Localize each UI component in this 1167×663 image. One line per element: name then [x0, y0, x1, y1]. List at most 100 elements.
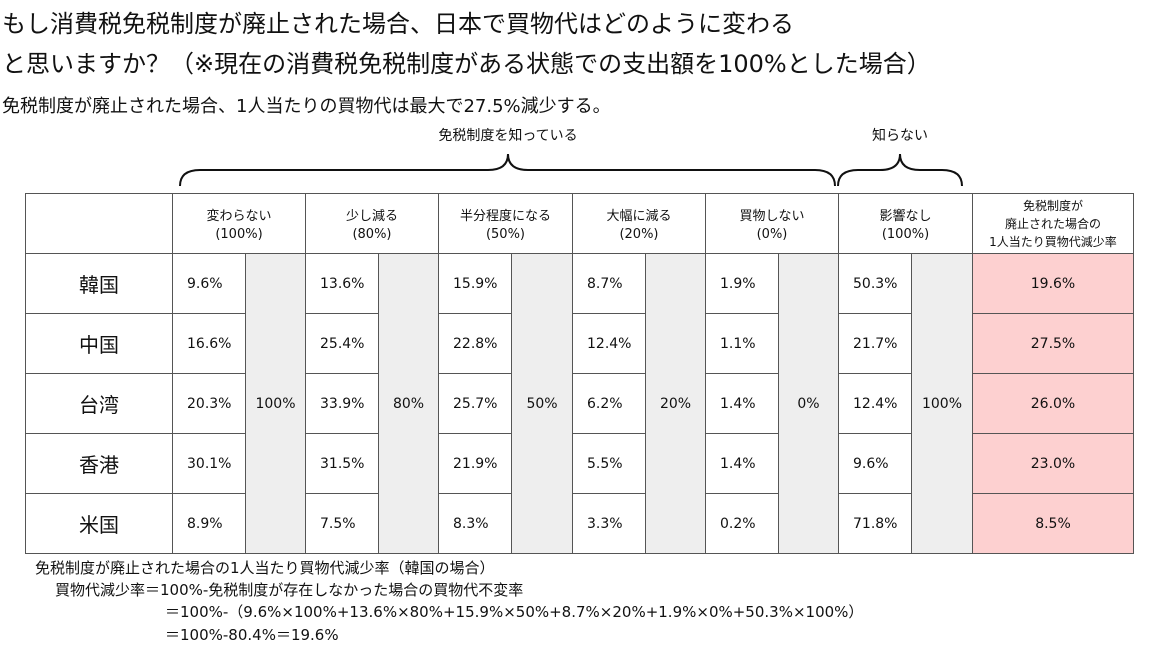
value-cell: 15.9%: [438, 253, 512, 314]
value-cell: 1.1%: [705, 313, 779, 374]
value-text: 8.9%: [187, 515, 223, 532]
column-weight-label: (80%): [352, 227, 392, 242]
header-cell: 大幅に減る (20%): [572, 193, 706, 254]
group-label: 免税制度を知っている: [438, 128, 578, 144]
header-cell: 変わらない (100%): [172, 193, 306, 254]
weight-cell: 50%: [511, 253, 573, 554]
value-text: 3.3%: [587, 515, 623, 532]
value-text: 1.4%: [720, 455, 756, 472]
value-text: 13.6%: [320, 275, 365, 292]
column-weight-label: (100%): [881, 227, 930, 242]
column-label: 買物しない: [739, 209, 805, 224]
value-text: 33.9%: [320, 395, 365, 412]
value-text: 50.3%: [853, 275, 898, 292]
column-label: 影響なし: [879, 209, 932, 224]
value-text: 21.9%: [453, 455, 498, 472]
value-text: 0.2%: [720, 515, 756, 532]
country: 中国: [79, 333, 119, 357]
value-cell: 1.4%: [705, 433, 779, 494]
value-cell: 8.7%: [572, 253, 646, 314]
value-cell: 5.5%: [572, 433, 646, 494]
rate-text: 26.0%: [1030, 395, 1076, 412]
weight-text: 100%: [921, 395, 963, 412]
value-cell: 0.2%: [705, 493, 779, 554]
value-cell: 71.8%: [838, 493, 912, 554]
title-line: もし消費税免税制度が廃止された場合、日本で買物代はどのように変わる: [2, 10, 794, 38]
value-text: 1.9%: [720, 275, 756, 292]
row-label-cell: 韓国: [25, 253, 173, 314]
value-cell: 13.6%: [305, 253, 379, 314]
header-cell: 影響なし (100%): [838, 193, 973, 254]
value-cell: 16.6%: [172, 313, 246, 374]
country: 米国: [79, 513, 119, 537]
value-text: 71.8%: [853, 515, 898, 532]
value-text: 21.7%: [853, 335, 898, 352]
rate-cell: 23.0%: [972, 433, 1134, 494]
value-cell: 9.6%: [838, 433, 912, 494]
value-text: 12.4%: [587, 335, 632, 352]
value-cell: 8.3%: [438, 493, 512, 554]
column-label: 変わらない: [206, 209, 272, 224]
rate-text: 19.6%: [1030, 275, 1076, 292]
rate-header-line: 免税制度が: [1022, 199, 1083, 213]
value-text: 9.6%: [187, 275, 223, 292]
value-cell: 8.9%: [172, 493, 246, 554]
country: 台湾: [79, 393, 119, 417]
value-cell: 6.2%: [572, 373, 646, 434]
weight-cell: 0%: [778, 253, 839, 554]
weight-text: 0%: [797, 395, 820, 412]
rate-header-line: 廃止された場合の: [1004, 217, 1101, 231]
value-text: 9.6%: [853, 455, 889, 472]
header-cell: 少し減る (80%): [305, 193, 439, 254]
value-cell: 31.5%: [305, 433, 379, 494]
value-text: 1.1%: [720, 335, 756, 352]
value-text: 30.1%: [187, 455, 232, 472]
header-cell: 半分程度になる (50%): [438, 193, 573, 254]
weight-cell: 80%: [378, 253, 439, 554]
note: 免税制度が廃止された場合の1人当たり買物代減少率（韓国の場合）: [35, 559, 495, 577]
value-cell: 22.8%: [438, 313, 512, 374]
row-label-cell: 香港: [25, 433, 173, 494]
value-text: 7.5%: [320, 515, 356, 532]
header-cell: 免税制度が廃止された場合の 1人当たり買物代減少率: [972, 193, 1134, 254]
value-text: 25.4%: [320, 335, 365, 352]
title-line: と思いますか？（※現在の消費税免税制度がある状態での支出額を100%とした場合）: [2, 50, 931, 78]
row-label-cell: 中国: [25, 313, 173, 374]
value-cell: 25.4%: [305, 313, 379, 374]
weight-text: 20%: [659, 395, 692, 412]
weight-text: 50%: [526, 395, 558, 412]
header-cell: 買物しない (0%): [705, 193, 839, 254]
value-cell: 12.4%: [838, 373, 912, 434]
value-text: 8.3%: [453, 515, 489, 532]
note: 買物代減少率＝100%-免税制度が存在しなかった場合の買物代不変率: [55, 581, 524, 599]
brace: [837, 153, 963, 187]
value-cell: 50.3%: [838, 253, 912, 314]
value-cell: 21.7%: [838, 313, 912, 374]
value-text: 6.2%: [587, 395, 623, 412]
value-text: 25.7%: [453, 395, 498, 412]
value-cell: 30.1%: [172, 433, 246, 494]
braces: [179, 153, 963, 187]
weight-text: 100%: [255, 395, 296, 412]
value-text: 22.8%: [453, 335, 498, 352]
weight-cell: 100%: [911, 253, 973, 554]
value-cell: 1.4%: [705, 373, 779, 434]
rate-header-line: 1人当たり買物代減少率: [989, 235, 1117, 249]
value-text: 12.4%: [853, 395, 898, 412]
value-cell: 1.9%: [705, 253, 779, 314]
country: 香港: [79, 453, 119, 477]
subtitle: 免税制度が廃止された場合、1人当たりの買物代は最大で27.5%減少する。: [2, 96, 611, 117]
value-text: 5.5%: [587, 455, 623, 472]
column-weight-label: (20%): [619, 227, 659, 242]
country: 韓国: [79, 273, 119, 297]
value-cell: 20.3%: [172, 373, 246, 434]
value-cell: 7.5%: [305, 493, 379, 554]
column-weight-label: (0%): [756, 227, 788, 242]
column-label: 半分程度になる: [459, 209, 551, 224]
row-label-cell: 台湾: [25, 373, 173, 434]
value-text: 1.4%: [720, 395, 756, 412]
column-label: 大幅に減る: [606, 209, 672, 224]
value-text: 16.6%: [187, 335, 232, 352]
column-weight-label: (100%): [215, 227, 263, 242]
